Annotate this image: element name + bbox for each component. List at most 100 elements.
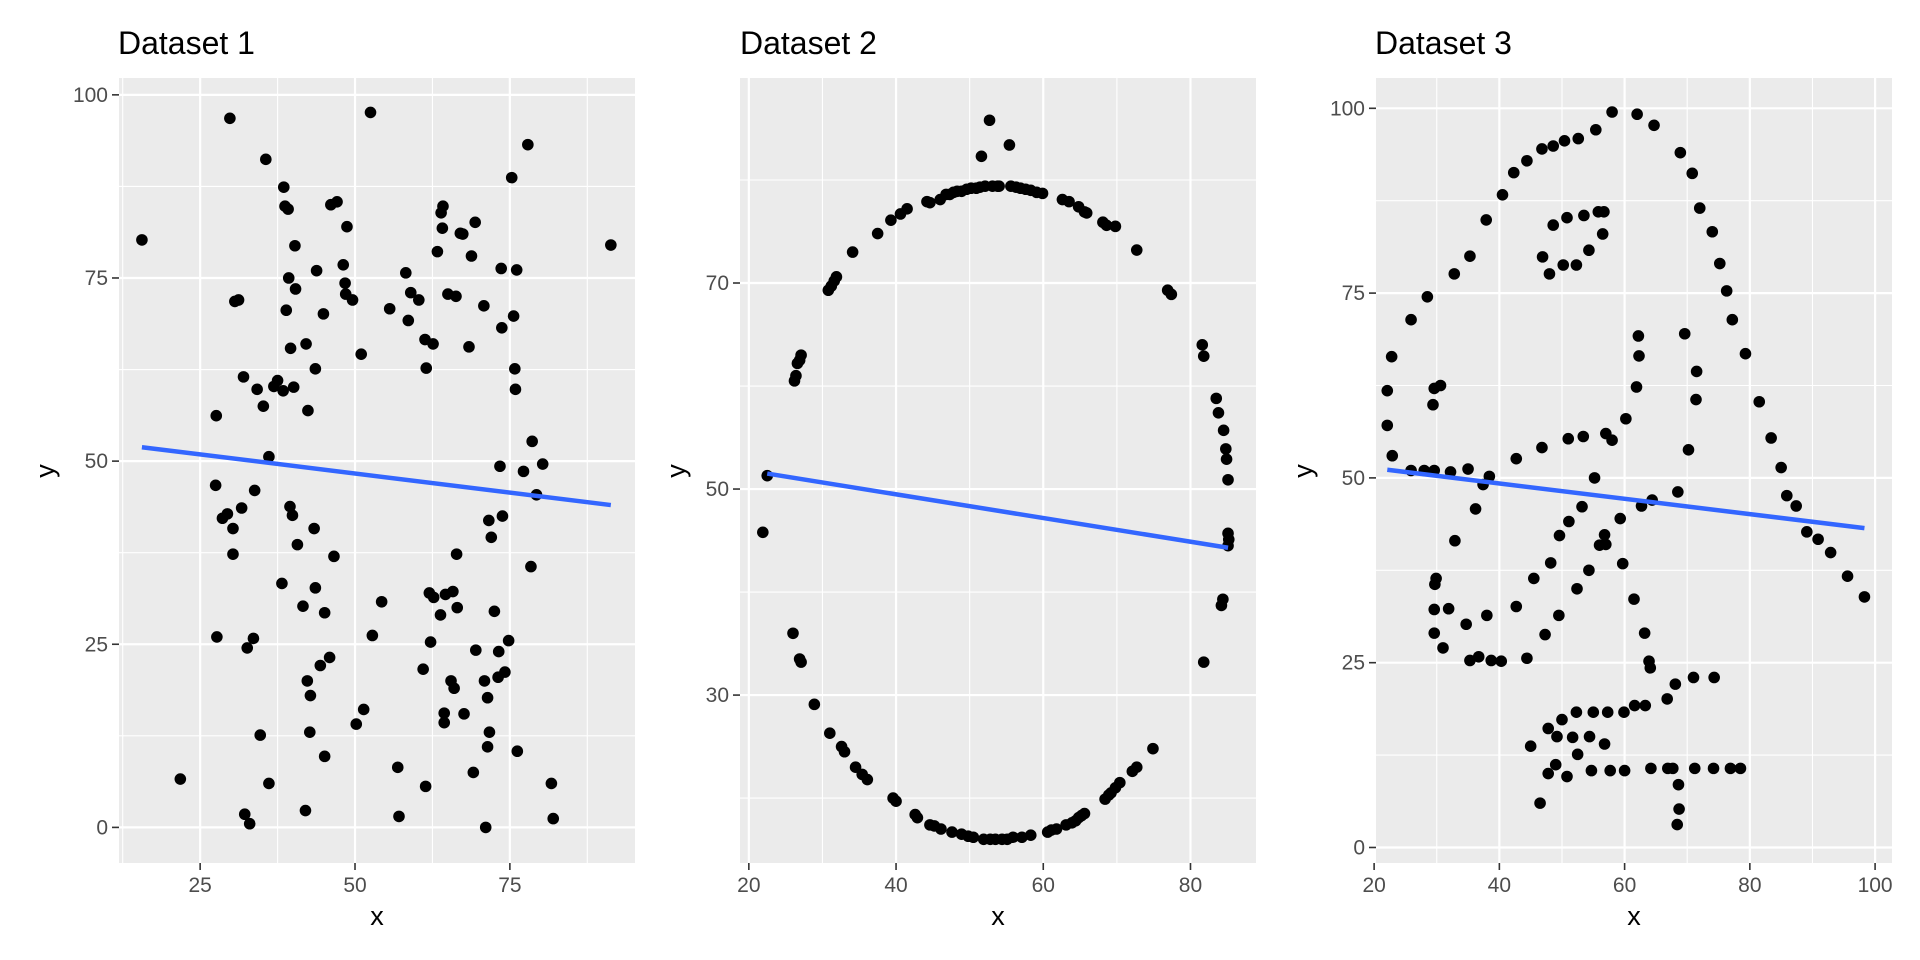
data-point	[1682, 444, 1695, 456]
data-point	[871, 227, 884, 240]
data-point	[1448, 268, 1461, 280]
data-point	[1434, 379, 1447, 392]
data-point	[227, 548, 239, 560]
data-points	[1381, 106, 1871, 831]
data-point	[238, 808, 251, 821]
regression-line-segment	[141, 444, 612, 508]
data-point	[1217, 593, 1229, 606]
data-point	[1671, 818, 1684, 831]
x-tick-label: 20	[737, 874, 760, 897]
data-point	[492, 645, 505, 658]
data-point	[248, 484, 261, 497]
data-point	[481, 741, 494, 753]
data-point	[1427, 398, 1439, 411]
data-point	[289, 239, 301, 252]
data-point	[350, 718, 363, 730]
data-point	[509, 363, 521, 375]
data-point	[483, 726, 496, 738]
data-point	[1544, 557, 1557, 569]
data-point	[1220, 443, 1232, 455]
data-point	[478, 300, 490, 312]
data-point	[1590, 123, 1602, 136]
data-point	[417, 663, 429, 675]
data-point	[1036, 187, 1049, 200]
data-point	[323, 651, 336, 664]
y-tick-labels: 0 25 50 75 100	[1330, 97, 1365, 859]
data-point	[890, 795, 902, 807]
data-point	[263, 450, 275, 463]
data-point	[243, 817, 256, 830]
data-point	[1510, 600, 1523, 613]
panel-title: Dataset 2	[740, 25, 877, 61]
data-point	[1638, 627, 1651, 639]
data-point	[1801, 526, 1813, 538]
data-point	[1693, 202, 1706, 214]
data-point	[1661, 693, 1673, 705]
data-point	[436, 222, 449, 234]
data-point	[1734, 762, 1747, 775]
data-point	[211, 631, 223, 643]
y-tick-label: 30	[706, 684, 729, 707]
data-point	[1566, 731, 1579, 744]
panel-title: Dataset 3	[1375, 25, 1512, 61]
data-point	[310, 264, 323, 277]
y-tick-labels: 0 25 50 75 100	[73, 84, 108, 840]
data-point	[1078, 807, 1091, 820]
data-point	[260, 153, 272, 166]
data-point	[1521, 154, 1533, 167]
data-point	[488, 605, 501, 618]
data-point	[1667, 762, 1679, 775]
panel-dataset-1: Dataset 1 25 50 75 0 25 50 75 100 x y	[30, 25, 635, 931]
data-point	[400, 267, 412, 279]
data-point	[1606, 434, 1618, 446]
x-axis-title: x	[370, 901, 384, 931]
data-point	[510, 264, 523, 276]
data-point	[314, 659, 327, 672]
data-point	[1464, 654, 1476, 667]
data-point	[1669, 678, 1682, 690]
data-point	[355, 348, 368, 360]
data-point	[1050, 823, 1063, 835]
data-point	[1385, 350, 1398, 363]
data-point	[787, 627, 799, 640]
data-point	[227, 522, 239, 535]
x-tick-labels: 25 50 75	[188, 874, 521, 897]
y-tick-label: 75	[1342, 282, 1365, 305]
data-point	[300, 338, 312, 350]
data-point	[424, 636, 437, 648]
data-point	[463, 341, 475, 353]
data-point	[297, 600, 309, 612]
data-point	[1442, 602, 1455, 615]
data-point	[286, 509, 299, 522]
data-point	[1536, 251, 1549, 263]
data-point	[1618, 706, 1630, 719]
data-point	[357, 703, 370, 716]
data-point	[1472, 650, 1485, 663]
data-point	[1080, 207, 1093, 219]
data-point	[1596, 228, 1609, 240]
data-point	[1510, 452, 1523, 465]
data-point	[1571, 748, 1584, 761]
data-point	[1212, 407, 1225, 419]
data-point	[1536, 143, 1548, 155]
y-tick-labels: 30 50 70	[706, 272, 729, 707]
data-point	[1672, 486, 1684, 498]
data-point	[975, 150, 988, 163]
data-point	[495, 262, 507, 275]
data-point	[1620, 412, 1632, 425]
data-point	[282, 272, 295, 284]
data-point	[1130, 761, 1143, 773]
data-point	[1024, 829, 1037, 841]
y-axis-title: y	[30, 464, 60, 478]
data-point	[284, 342, 297, 355]
data-point	[496, 321, 508, 334]
data-point	[1462, 463, 1474, 475]
data-point	[1753, 395, 1766, 408]
x-tick-labels: 20 40 60 80	[737, 874, 1202, 897]
data-point	[1765, 432, 1777, 444]
data-point	[1583, 564, 1595, 577]
data-point	[1630, 381, 1643, 393]
y-tick-label: 100	[1330, 97, 1365, 120]
x-tick-label: 100	[1858, 874, 1893, 897]
data-point	[1528, 572, 1540, 585]
